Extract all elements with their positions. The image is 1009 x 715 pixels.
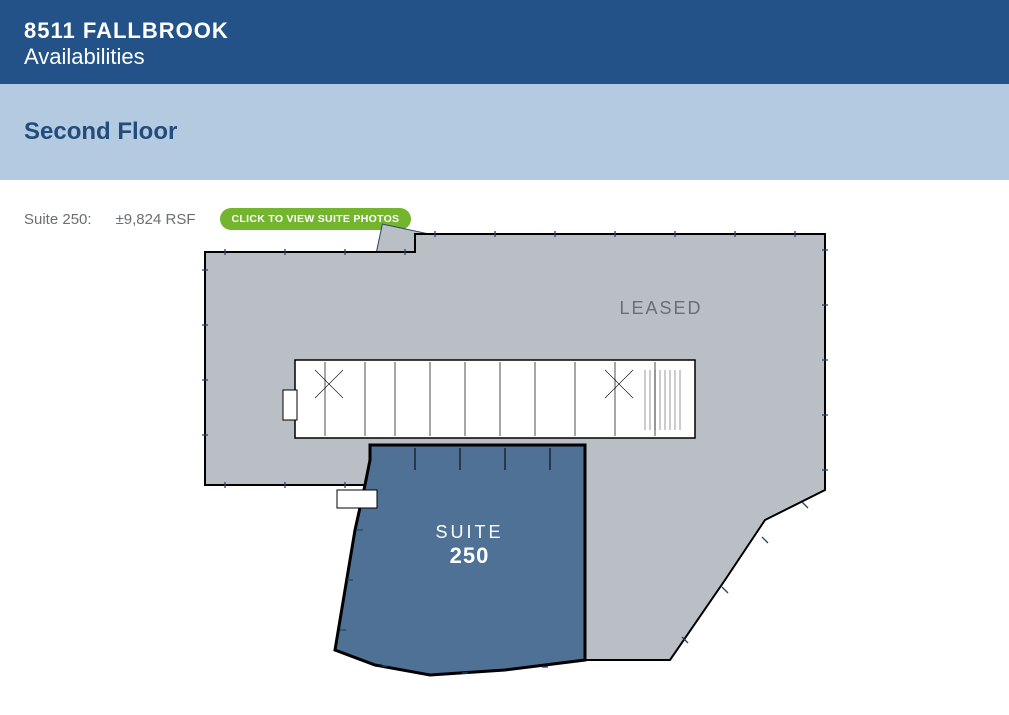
floorplan-diagram: LEASED SUITE 250 [165,220,845,690]
suite-label: Suite 250: [24,211,92,228]
floorplan-container: LEASED SUITE 250 [0,220,1009,690]
header-subtitle: Availabilities [24,44,985,70]
floor-title: Second Floor [24,118,985,146]
header-banner: 8511 FALLBROOK Availabilities [0,0,1009,84]
floorplan-svg [165,220,845,690]
property-title: 8511 FALLBROOK [24,18,985,44]
subheader-banner: Second Floor [0,84,1009,180]
